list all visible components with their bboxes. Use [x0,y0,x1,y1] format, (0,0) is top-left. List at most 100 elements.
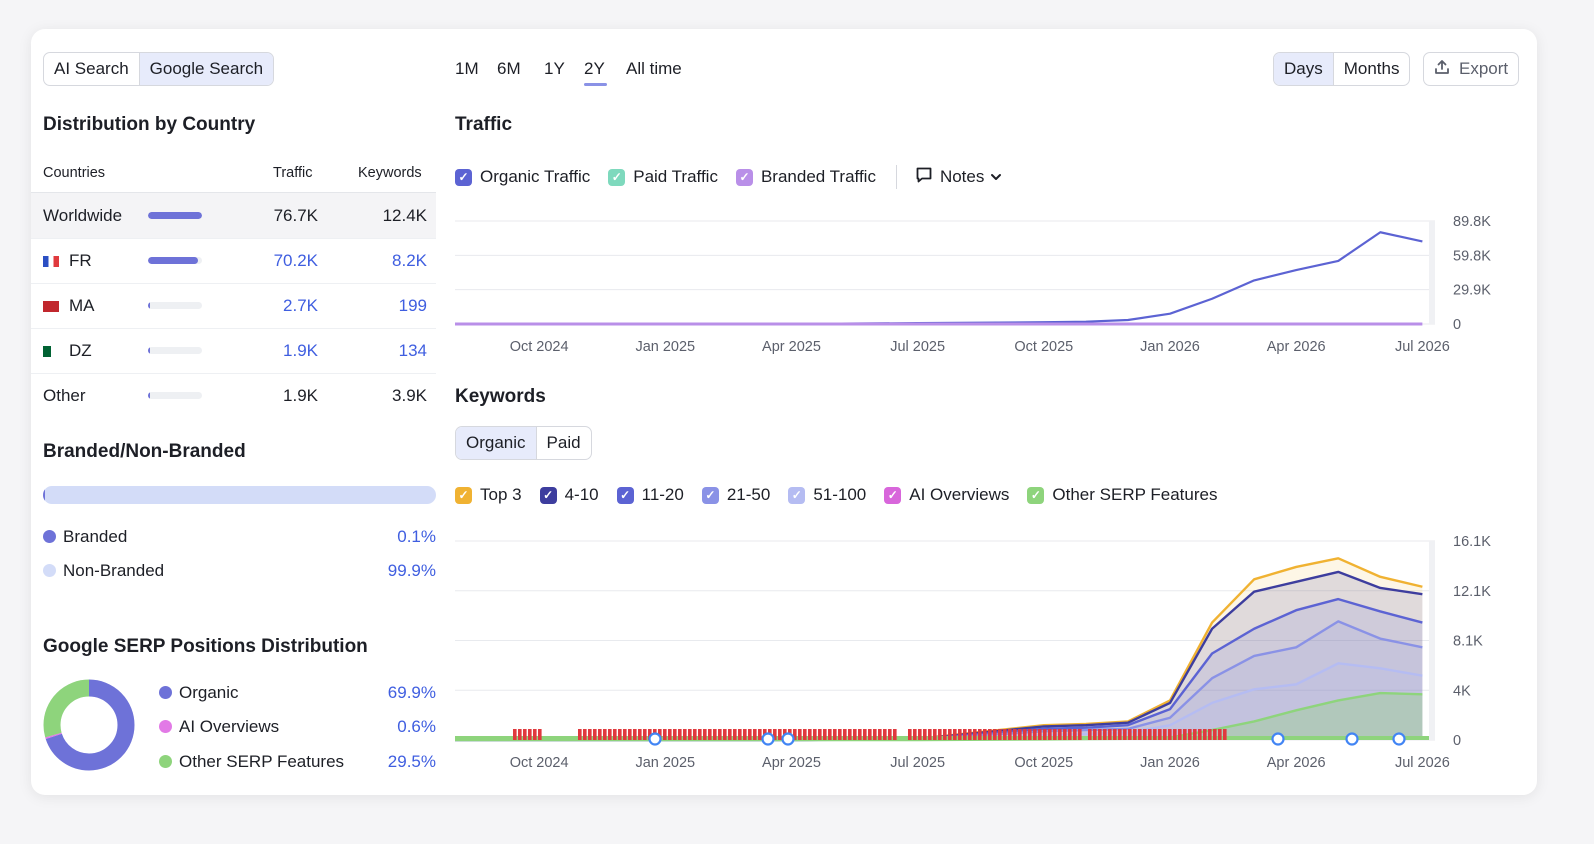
annotation-marker[interactable] [918,729,922,740]
annotation-marker[interactable] [1128,729,1132,740]
google-update-icon[interactable] [1392,732,1406,746]
annotation-marker[interactable] [703,729,707,740]
annotation-marker[interactable] [1033,729,1037,740]
table-row[interactable]: Worldwide 76.7K 12.4K [31,193,436,239]
annotation-marker[interactable] [988,729,992,740]
annotation-marker[interactable] [843,729,847,740]
annotation-marker[interactable] [1223,729,1227,740]
annotation-marker[interactable] [1018,729,1022,740]
annotation-marker[interactable] [868,729,872,740]
annotation-marker[interactable] [993,729,997,740]
days-button[interactable]: Days [1274,53,1334,85]
annotation-marker[interactable] [888,729,892,740]
annotation-marker[interactable] [1028,729,1032,740]
annotation-marker[interactable] [943,729,947,740]
annotation-marker[interactable] [1008,729,1012,740]
annotation-marker[interactable] [738,729,742,740]
traffic-chart[interactable]: 89.8K 59.8K 29.9K 0 Oct 2024 Jan 2025 Apr 2025… [31,29,1537,795]
tab-paid[interactable]: Paid [546,433,581,452]
keywords-legend-checkbox[interactable]: ✓ Other SERP Features [1027,485,1217,505]
annotation-marker[interactable] [838,729,842,740]
annotation-marker[interactable] [1143,729,1147,740]
annotation-marker[interactable] [1013,729,1017,740]
annotation-marker[interactable] [713,729,717,740]
keywords-legend-checkbox[interactable]: ✓ 11-20 [616,485,684,505]
annotation-marker[interactable] [1213,729,1217,740]
annotation-marker[interactable] [1163,729,1167,740]
annotation-marker[interactable] [963,729,967,740]
annotation-marker[interactable] [1118,729,1122,740]
months-button[interactable]: Months [1343,59,1400,78]
annotation-marker[interactable] [1188,729,1192,740]
annotation-marker[interactable] [938,729,942,740]
annotation-marker[interactable] [748,729,752,740]
annotation-marker[interactable] [983,729,987,740]
annotation-marker[interactable] [578,729,582,740]
annotation-marker[interactable] [708,729,712,740]
annotation-marker[interactable] [608,729,612,740]
annotation-marker[interactable] [1178,729,1182,740]
annotation-marker[interactable] [723,729,727,740]
annotation-marker[interactable] [883,729,887,740]
organic-value[interactable]: 69.9% [387,683,436,702]
timeframe-2y[interactable]: 2Y [584,59,605,78]
annotation-marker[interactable] [643,729,647,740]
annotation-marker[interactable] [1168,729,1172,740]
other-serp-value[interactable]: 29.5% [387,752,436,771]
annotation-marker[interactable] [1193,729,1197,740]
ai-overviews-value[interactable]: 0.6% [397,717,436,736]
annotation-marker[interactable] [1183,729,1187,740]
annotation-marker[interactable] [873,729,877,740]
annotation-marker[interactable] [583,729,587,740]
tab-google-search[interactable]: Google Search [139,53,274,85]
annotation-marker[interactable] [1133,729,1137,740]
annotation-marker[interactable] [1058,729,1062,740]
annotation-marker[interactable] [828,729,832,740]
annotation-marker[interactable] [1038,729,1042,740]
keywords-value[interactable]: 8.2K [392,251,427,270]
annotation-marker[interactable] [803,729,807,740]
annotation-marker[interactable] [773,729,777,740]
annotation-marker[interactable] [598,729,602,740]
annotation-marker[interactable] [1068,729,1072,740]
annotation-marker[interactable] [533,729,537,740]
annotation-marker[interactable] [793,729,797,740]
annotation-marker[interactable] [1198,729,1202,740]
annotation-marker[interactable] [1123,729,1127,740]
annotation-marker[interactable] [688,729,692,740]
annotation-marker[interactable] [1208,729,1212,740]
annotation-marker[interactable] [1103,729,1107,740]
annotation-marker[interactable] [1093,729,1097,740]
annotation-marker[interactable] [1138,729,1142,740]
annotation-marker[interactable] [1053,729,1057,740]
annotation-marker[interactable] [1078,729,1082,740]
keywords-chart[interactable]: 16.1K 12.1K 8.1K 4K 0 Oct 2024 Jan 2025 Apr 202… [31,29,1537,795]
annotation-marker[interactable] [1158,729,1162,740]
annotation-marker[interactable] [813,729,817,740]
annotation-marker[interactable] [818,729,822,740]
annotation-marker[interactable] [523,729,527,740]
annotation-marker[interactable] [1203,729,1207,740]
google-update-icon[interactable] [1345,732,1359,746]
timeframe-all[interactable]: All time [626,59,682,78]
annotation-marker[interactable] [1048,729,1052,740]
traffic-value[interactable]: 70.2K [273,251,318,270]
annotation-marker[interactable] [1043,729,1047,740]
annotation-marker[interactable] [798,729,802,740]
annotation-marker[interactable] [693,729,697,740]
annotation-marker[interactable] [538,729,542,740]
timeframe-6m[interactable]: 6M [497,59,521,78]
tab-ai-search[interactable]: AI Search [44,53,140,85]
annotation-marker[interactable] [613,729,617,740]
annotation-marker[interactable] [973,729,977,740]
annotation-marker[interactable] [953,729,957,740]
tab-organic[interactable]: Organic [456,427,537,459]
branded-traffic-checkbox[interactable]: ✓ Branded Traffic [735,167,876,187]
annotation-marker[interactable] [623,729,627,740]
annotation-marker[interactable] [1148,729,1152,740]
annotation-marker[interactable] [1153,729,1157,740]
annotation-marker[interactable] [633,729,637,740]
annotation-marker[interactable] [958,729,962,740]
table-row[interactable]: Other 1.9K 3.9K [31,373,436,418]
annotation-marker[interactable] [933,729,937,740]
